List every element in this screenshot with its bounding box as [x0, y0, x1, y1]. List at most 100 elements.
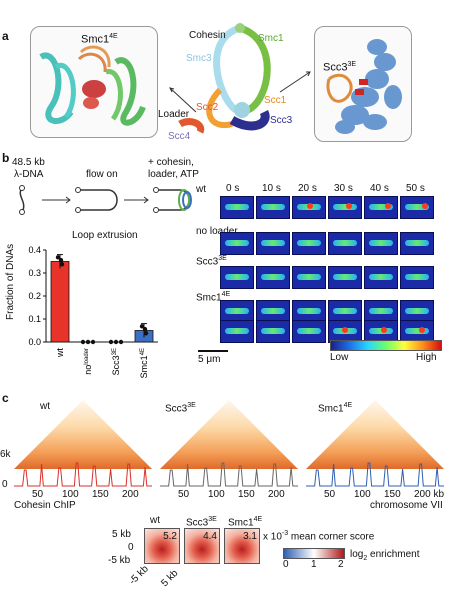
chip-x-tick-label: 50 [324, 489, 336, 500]
loader-label: Loader [158, 109, 190, 120]
chip-x-tick-label: 150 [92, 489, 109, 500]
scc3-3e-label: Scc33E [323, 61, 357, 74]
kymograph-frame [256, 196, 290, 219]
loop-spot [419, 327, 426, 333]
bar-point [139, 324, 145, 329]
smc1-structure-illustration [39, 45, 146, 126]
corner-label-wt: wt [150, 515, 160, 526]
corner-plot-scc3: 4.4 [184, 528, 220, 564]
dna-band [297, 328, 321, 334]
kymo-time-label: 10 s [262, 183, 281, 194]
scc3-structure-illustration [326, 39, 402, 134]
chip-track [160, 462, 298, 487]
chip-x-tick-label: 100 [208, 489, 225, 500]
scc3-structure-box: Scc33E [314, 26, 412, 142]
mean-corner-score-note: x 10-3 mean corner score [263, 530, 375, 543]
dna-band [369, 204, 393, 210]
chip-x-tick-label: 200 [268, 489, 285, 500]
colorbar-low-label: Low [330, 352, 349, 363]
dna-name-label: λ-DNA [14, 169, 44, 180]
added-label-line1: + cohesin, [148, 157, 194, 168]
dna-band [261, 204, 285, 210]
dna-band [405, 274, 429, 280]
kymo-time-label: 30 s [334, 183, 353, 194]
loop-spot [384, 203, 391, 209]
hic-label-scc3: Scc33E [165, 402, 196, 415]
kymograph-frame [328, 196, 362, 219]
corner-score-smc1: 3.1 [243, 531, 257, 542]
bar-category-label: noloader [83, 348, 93, 375]
chip-scale-top: 6k [0, 449, 11, 460]
bar-category-label: wt [55, 348, 65, 358]
cohesin-label: Cohesin [189, 30, 226, 41]
hic-map-scc3 [160, 400, 298, 469]
dna-band [225, 308, 249, 314]
bar-point [55, 255, 61, 260]
kymo-time-label: 40 s [370, 183, 389, 194]
chip-x-tick-label: 150 [384, 489, 401, 500]
bar-ytick-label: 0.0 [28, 337, 41, 347]
chip-x-tick-label: 50 [178, 489, 190, 500]
dna-band [405, 328, 429, 334]
flow-label: flow on [86, 169, 118, 180]
bar-point [143, 331, 149, 336]
chip-x-tick-label: 100 [354, 489, 371, 500]
dna-band [369, 240, 393, 246]
scc3-label: Scc3 [270, 115, 293, 126]
corner-ytick-mid: 0 [128, 542, 134, 553]
bar [50, 261, 70, 343]
kymo-time-label: 50 s [406, 183, 425, 194]
kymograph-frame [292, 266, 326, 289]
corner-plot-wt: 5.2 [144, 528, 180, 564]
scc2-label: Scc2 [196, 102, 219, 113]
dna-band [405, 308, 429, 314]
kymograph-frame [328, 232, 362, 255]
kymograph-frame [364, 196, 398, 219]
loop-extrusion-bar-chart: 0.0 0.1 0.2 0.3 0.4 wt noloader Scc33E Smc14E [28, 245, 158, 378]
chip-x-tick-label: 100 [62, 489, 79, 500]
dna-band [225, 274, 249, 280]
kymograph-frame [220, 320, 254, 343]
loop-spot [421, 203, 428, 209]
scc4-label: Scc4 [168, 131, 191, 142]
chip-x-tick-label: 200 kb [414, 489, 445, 500]
dna-band [261, 240, 285, 246]
bar-point [58, 257, 64, 263]
kymograph-frame [364, 232, 398, 255]
panel-letter-b: b [2, 151, 10, 165]
kymograph-frame [400, 196, 434, 219]
kymograph-frame [328, 320, 362, 343]
kymograph-frame [256, 266, 290, 289]
chip-track [306, 462, 444, 487]
kymograph-frame [292, 196, 326, 219]
hic-label-smc1: Smc14E [318, 402, 353, 415]
chip-x-tick-label: 50 [32, 489, 44, 500]
dna-band [297, 308, 321, 314]
kymo-row-label-scc3: Scc33E [196, 255, 227, 268]
kymo-time-label: 20 s [298, 183, 317, 194]
chip-scale-bottom: 0 [2, 479, 8, 490]
dna-band [225, 240, 249, 246]
dna-band [225, 328, 249, 334]
dna-band [369, 274, 393, 280]
bar-point [80, 339, 86, 345]
kymo-row-label-wt: wt [196, 184, 206, 195]
bar-category-label: Smc14E [139, 348, 149, 378]
intensity-colorbar [330, 340, 442, 351]
kymograph-frame [220, 266, 254, 289]
cohesin-chip-label: Cohesin ChIP [14, 500, 76, 511]
panel-letter-a: a [2, 29, 9, 43]
cohesin-chip-tracks [14, 462, 444, 487]
kymograph-frame [292, 232, 326, 255]
dna-band [333, 204, 357, 210]
chip-x-tick-label: 200 [122, 489, 139, 500]
corner-label-scc3: Scc33E [186, 516, 217, 529]
bar-chart-ylabel: Fraction of DNAs [5, 243, 16, 320]
kymograph-frame [364, 266, 398, 289]
dna-band [225, 204, 249, 210]
dna-band [297, 274, 321, 280]
scalebar-label: 5 μm [198, 354, 221, 365]
kymograph-frame [400, 266, 434, 289]
kymograph-frame [292, 320, 326, 343]
corner-label-smc1: Smc14E [228, 516, 263, 529]
